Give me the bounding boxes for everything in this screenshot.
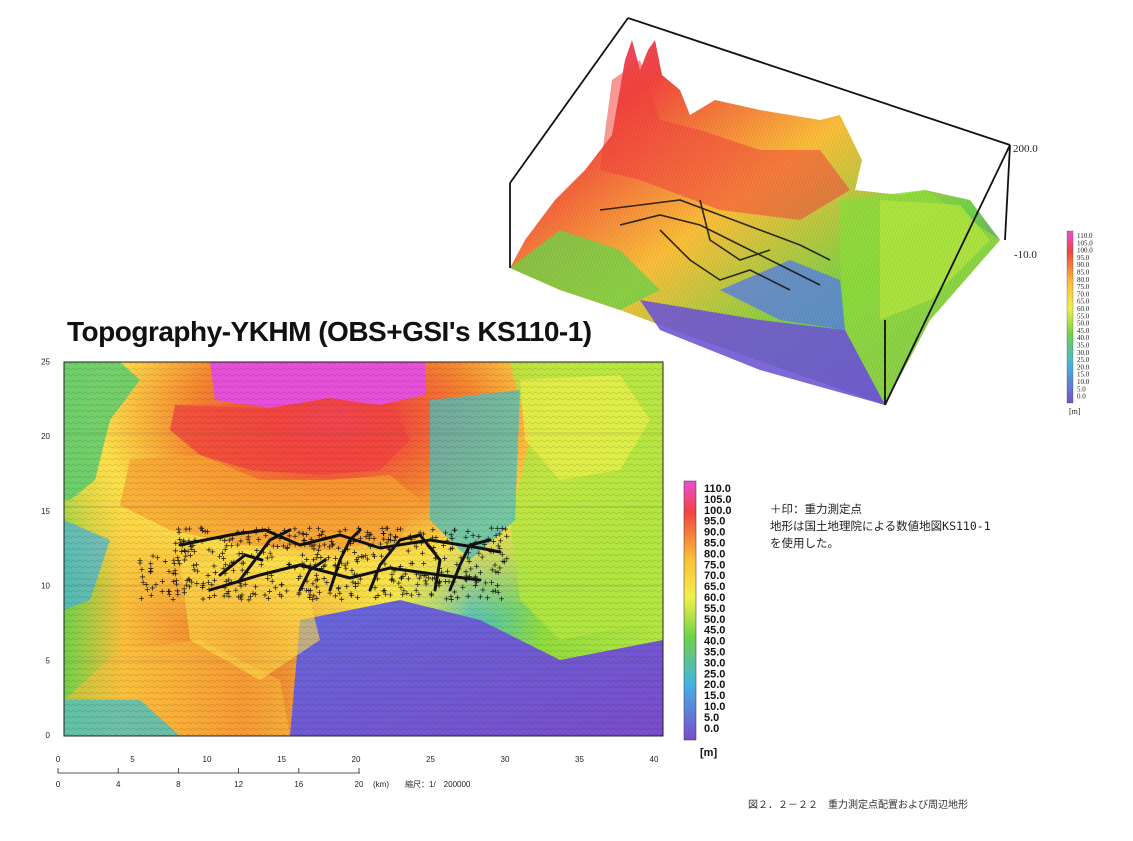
3d-legend-label: 50.0 (1077, 320, 1090, 328)
legend-label: 105.0 (704, 494, 732, 506)
3d-legend-label: 55.0 (1077, 312, 1090, 320)
legend-label: 40.0 (704, 636, 725, 648)
figure-caption: 図２．２－２２ 重力測定点配置および周辺地形 (748, 800, 968, 811)
legend-label: 80.0 (704, 548, 725, 560)
x-tick-label: 25 (426, 755, 435, 764)
x-tick-label: 35 (575, 755, 584, 764)
legend-label: 15.0 (704, 690, 725, 702)
y-tick-label: 20 (41, 432, 50, 441)
scale-tick-label: 0 (56, 780, 61, 789)
scale-tick-label: 16 (294, 780, 303, 789)
topography-map (64, 362, 663, 736)
note-usage: を使用した。 (770, 536, 839, 550)
legend-label: 20.0 (704, 679, 725, 691)
3d-legend-label: 60.0 (1077, 305, 1090, 313)
legend-label: 5.0 (704, 712, 719, 724)
3d-terrain-view: 200.0 -10.0 110.0105.0100.095.090.085.08… (509, 17, 1093, 416)
legend-label: 75.0 (704, 559, 725, 571)
x-tick-label: 40 (650, 755, 659, 764)
legend-label: 50.0 (704, 614, 725, 626)
y-tick-label: 15 (41, 507, 50, 516)
scale-tick-label: 20 (355, 780, 364, 789)
legend-label: 0.0 (704, 723, 719, 735)
3d-legend-unit: [m] (1069, 407, 1081, 416)
3d-legend-label: 70.0 (1077, 290, 1090, 298)
scale-ratio: 縮尺：1/ 200000 (405, 779, 471, 789)
3d-legend-label: 0.0 (1077, 393, 1086, 401)
3d-legend-label: 75.0 (1077, 283, 1090, 291)
x-tick-label: 20 (352, 755, 361, 764)
y-tick-label: 10 (41, 582, 50, 591)
note-source: 地形は国土地理院による数値地図KS110-1 (770, 519, 991, 533)
legend-label: 30.0 (704, 657, 725, 669)
3d-legend-label: 80.0 (1077, 276, 1090, 284)
map-title: Topography-YKHM (OBS+GSI's KS110-1) (67, 316, 592, 347)
survey-lines (178, 528, 502, 592)
3d-legend-label: 30.0 (1077, 349, 1090, 357)
y-tick-label: 5 (46, 656, 51, 665)
3d-legend-label: 85.0 (1077, 269, 1090, 277)
scale-tick-label: 8 (176, 780, 181, 789)
legend-label: 10.0 (704, 701, 725, 713)
y-tick-label: 0 (46, 731, 51, 740)
3d-legend-label: 5.0 (1077, 385, 1086, 393)
gravity-survey-points (137, 525, 510, 603)
legend-label: 110.0 (704, 483, 731, 495)
legend-label: 85.0 (704, 538, 725, 550)
3d-legend-label: 40.0 (1077, 334, 1090, 342)
scale-unit: (km) (373, 780, 389, 789)
3d-legend-label: 105.0 (1077, 239, 1093, 247)
legend-label: 45.0 (704, 625, 725, 637)
z-axis-bottom: -10.0 (1014, 249, 1037, 261)
legend-unit: [m] (700, 747, 717, 759)
x-tick-label: 5 (130, 755, 135, 764)
legend-label: 60.0 (704, 592, 725, 604)
z-axis-top: 200.0 (1013, 143, 1038, 155)
elevation-legend: 110.0105.0100.095.090.085.080.075.070.06… (683, 480, 732, 759)
3d-legend-label: 65.0 (1077, 298, 1090, 306)
3d-legend-label: 90.0 (1077, 261, 1090, 269)
3d-legend-label: 15.0 (1077, 371, 1090, 379)
x-tick-label: 15 (277, 755, 286, 764)
y-tick-label: 25 (41, 358, 50, 367)
legend-label: 90.0 (704, 527, 725, 539)
3d-legend-label: 10.0 (1077, 378, 1090, 386)
scale-bar: 0 4 8 12 16 20 (km) 縮尺：1/ 200000 (56, 768, 471, 789)
x-tick-label: 30 (501, 755, 510, 764)
3d-legend-bar (1066, 230, 1074, 404)
scale-tick-label: 4 (116, 780, 121, 789)
legend-label: 25.0 (704, 668, 725, 680)
y-axis-ticks: 0 5 10 15 20 25 (41, 358, 50, 741)
3d-legend-label: 45.0 (1077, 327, 1090, 335)
scale-tick-label: 12 (234, 780, 243, 789)
3d-legend-label: 100.0 (1077, 247, 1093, 255)
legend-label: 65.0 (704, 581, 725, 593)
legend-label: 100.0 (704, 505, 732, 517)
3d-legend-label: 35.0 (1077, 342, 1090, 350)
legend-label: 55.0 (704, 603, 725, 615)
map-frame (63, 361, 664, 737)
x-tick-label: 0 (56, 755, 61, 764)
3d-legend-label: 25.0 (1077, 356, 1090, 364)
legend-label: 70.0 (704, 570, 725, 582)
x-tick-label: 10 (203, 755, 212, 764)
legend-label: 35.0 (704, 647, 725, 659)
3d-legend-label: 95.0 (1077, 254, 1090, 262)
3d-legend-label: 110.0 (1077, 232, 1093, 240)
3d-legend-label: 20.0 (1077, 363, 1090, 371)
legend-label: 95.0 (704, 516, 725, 528)
note-gravity-points: ＋印：重力測定点 (770, 502, 862, 516)
x-axis-ticks: 0 5 10 15 20 25 30 35 40 (56, 755, 659, 764)
